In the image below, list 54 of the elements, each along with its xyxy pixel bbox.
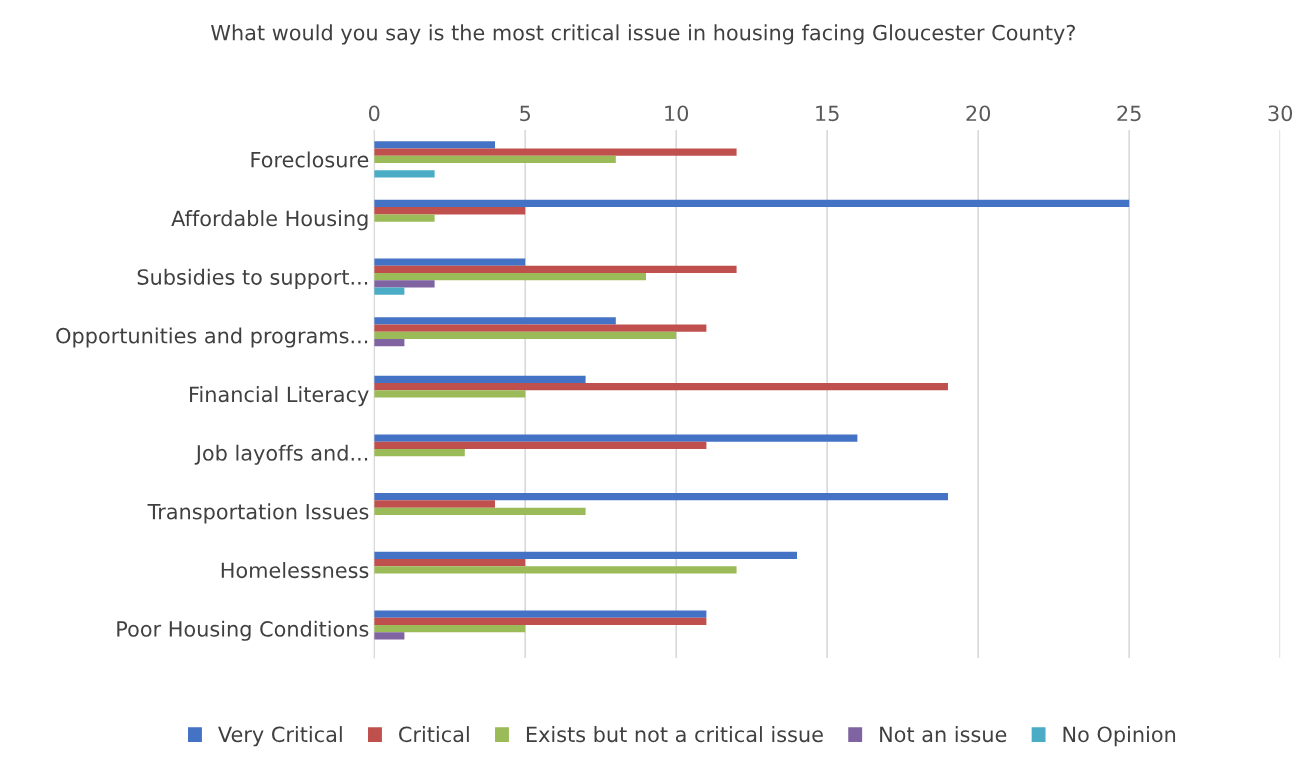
bar xyxy=(374,287,405,295)
chart-title: What would you say is the most critical issue in housing facing Gloucester County? xyxy=(211,24,1075,45)
bar xyxy=(374,199,1130,208)
x-tick-label: 20 xyxy=(966,105,991,122)
y-tick-label: Transportation Issues xyxy=(147,503,369,524)
bar xyxy=(374,148,737,156)
bar xyxy=(374,170,435,178)
bar xyxy=(374,632,405,640)
bar xyxy=(374,500,495,508)
bar xyxy=(374,280,435,288)
bar xyxy=(374,214,435,222)
bar xyxy=(374,375,586,384)
y-tick-label: Job layoffs and... xyxy=(194,444,368,465)
bar xyxy=(374,434,858,442)
legend-label: No Opinion xyxy=(1063,726,1176,747)
bar xyxy=(374,331,677,339)
bar xyxy=(374,265,737,274)
y-tick-label: Foreclosure xyxy=(251,151,369,168)
legend-label: Very Critical xyxy=(218,726,342,747)
bar xyxy=(374,155,616,164)
y-tick-label: Homelessness xyxy=(221,562,369,579)
bar xyxy=(374,566,737,574)
bar xyxy=(374,258,526,266)
x-tick-label: 15 xyxy=(816,105,839,122)
bar xyxy=(374,317,616,325)
y-tick-label: Opportunities and programs... xyxy=(56,327,368,348)
y-tick-label: Financial Literacy xyxy=(190,386,369,407)
x-tick-label: 25 xyxy=(1117,105,1141,122)
legend-label: Exists but not a critical issue xyxy=(526,726,823,743)
bar xyxy=(374,273,646,281)
x-tick-label: 10 xyxy=(665,105,689,122)
legend-label: Critical xyxy=(399,726,469,743)
y-tick-label: Affordable Housing xyxy=(171,210,368,231)
bar xyxy=(374,624,526,633)
x-tick-label: 0 xyxy=(368,105,380,122)
bar xyxy=(374,383,948,391)
x-tick-label: 5 xyxy=(520,105,531,122)
bar xyxy=(374,493,948,501)
x-tick-label: 30 xyxy=(1268,105,1293,122)
bar xyxy=(374,559,526,567)
bar xyxy=(374,610,707,618)
bar xyxy=(374,207,526,215)
bar xyxy=(374,441,707,449)
y-tick-label: Poor Housing Conditions xyxy=(117,620,369,641)
bar xyxy=(374,551,797,560)
bar xyxy=(374,338,405,347)
bar xyxy=(374,390,526,398)
bar xyxy=(374,141,495,149)
bar xyxy=(374,448,465,457)
legend-label: Not an issue xyxy=(880,726,1007,743)
y-tick-label: Subsidies to support... xyxy=(137,268,368,289)
bar xyxy=(374,617,707,625)
bar xyxy=(374,324,707,332)
bar xyxy=(374,507,586,515)
